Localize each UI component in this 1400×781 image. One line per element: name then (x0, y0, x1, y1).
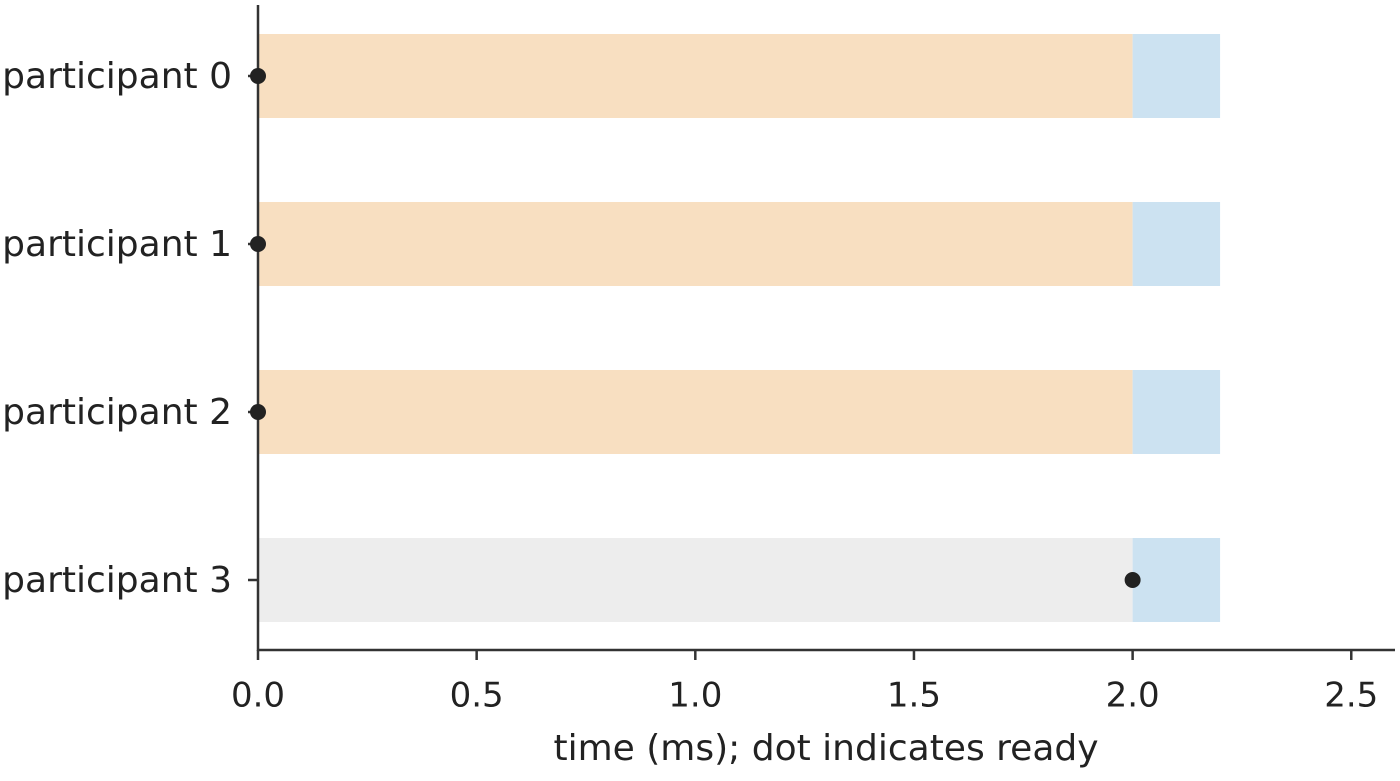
bar-segment (258, 202, 1133, 286)
x-tick-label: 0.0 (231, 676, 285, 716)
bar-segment (1132, 370, 1221, 454)
bar-segment (258, 370, 1133, 454)
y-tick-label: participant 2 (2, 392, 232, 433)
y-tick-label: participant 3 (2, 560, 232, 601)
ready-dot (1124, 572, 1141, 588)
x-tick-label: 2.5 (1324, 676, 1378, 716)
bar-segment (258, 34, 1133, 118)
ready-dot (250, 68, 266, 84)
x-tick-label: 1.5 (887, 676, 941, 716)
x-axis-label: time (ms); dot indicates ready (553, 728, 1098, 769)
x-tick-label: 0.5 (450, 676, 504, 716)
bar-segment (1132, 538, 1221, 622)
ready-dot (250, 236, 266, 252)
y-tick-label: participant 0 (2, 56, 232, 97)
bar-segment (258, 538, 1133, 622)
x-tick-label: 1.0 (668, 676, 722, 716)
ready-dot (250, 404, 266, 420)
bar-segment (1132, 34, 1221, 118)
bar-segment (1132, 202, 1221, 286)
y-tick-label: participant 1 (2, 224, 232, 265)
x-tick-label: 2.0 (1106, 676, 1160, 716)
